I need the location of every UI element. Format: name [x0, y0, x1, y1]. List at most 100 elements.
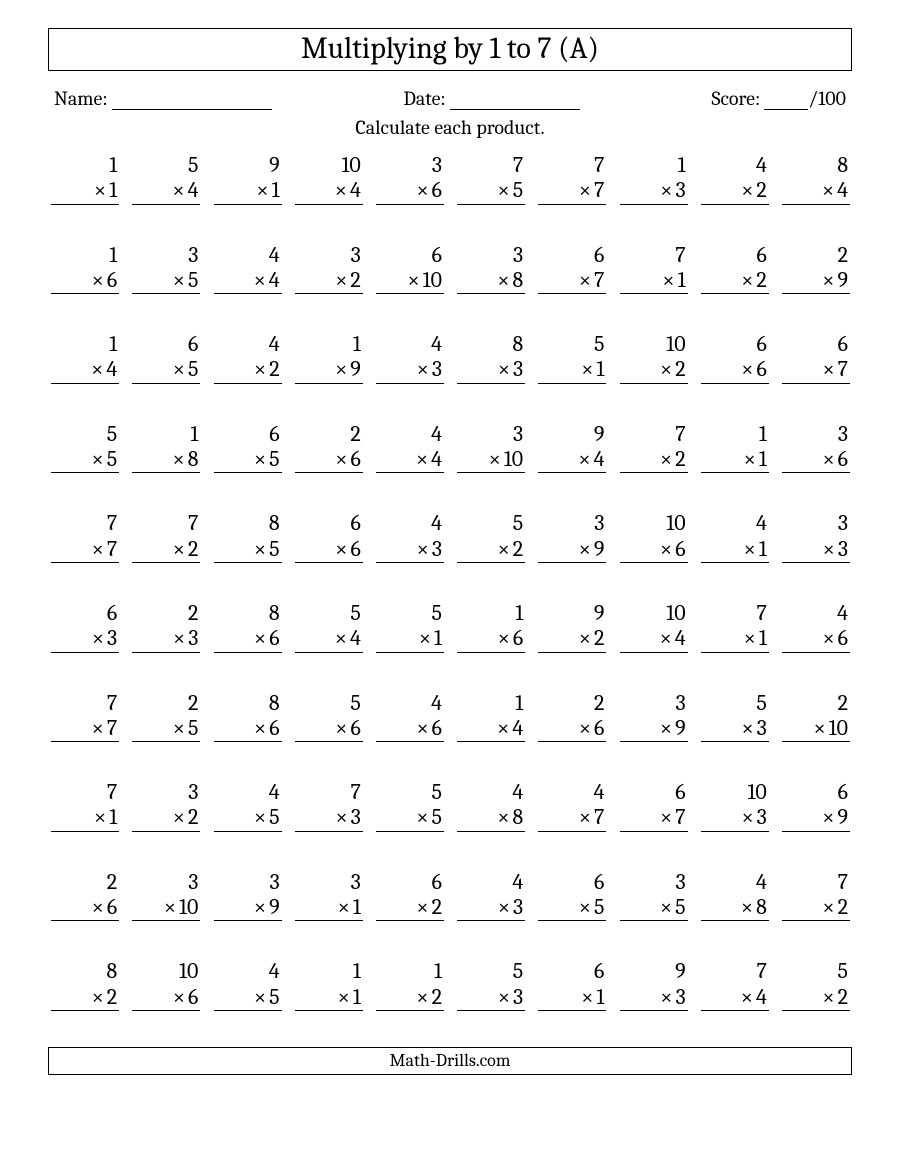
times-symbol: ×: [419, 625, 431, 651]
multiplier: 1: [678, 267, 686, 293]
multiplicand: 5: [350, 691, 362, 716]
score-blank[interactable]: [764, 90, 808, 110]
multiplication-problem: 3×1: [295, 870, 363, 922]
multiplication-problem: 5×2: [782, 959, 850, 1011]
multiplication-problem: 1×1: [295, 959, 363, 1011]
multiplication-problem: 6×5: [214, 422, 282, 474]
multiplier: 1: [109, 804, 117, 830]
multiplier: 2: [513, 536, 523, 562]
times-symbol: ×: [173, 804, 185, 830]
times-symbol: ×: [338, 984, 350, 1010]
multiplication-problem: 3×9: [538, 511, 606, 563]
multiplier: 1: [434, 625, 442, 651]
times-symbol: ×: [498, 625, 510, 651]
times-symbol: ×: [660, 715, 672, 741]
multiplication-problem: 5×2: [457, 511, 525, 563]
multiplier: 1: [353, 984, 361, 1010]
times-symbol: ×: [660, 356, 672, 382]
multiplicand: 7: [675, 422, 687, 447]
multiplier-row: ×2: [376, 985, 444, 1011]
multiplicand: 8: [513, 332, 526, 357]
multiplication-problem: 5×5: [376, 780, 444, 832]
multiplier-row: ×3: [132, 626, 200, 652]
multiplication-problem: 5×4: [295, 601, 363, 653]
multiplicand: 9: [594, 601, 607, 626]
multiplicand: 4: [431, 691, 444, 716]
multiplier-row: ×2: [701, 178, 769, 204]
multiplier-row: ×4: [376, 447, 444, 473]
multiplier-row: ×7: [538, 268, 606, 294]
multiplication-problem: 4×3: [457, 870, 525, 922]
multiplication-problem: 7×7: [51, 511, 119, 563]
multiplier: 3: [838, 536, 848, 562]
multiplier-row: ×6: [457, 626, 525, 652]
multiplicand: 8: [837, 153, 850, 178]
multiplication-problem: 6×10: [376, 243, 444, 295]
multiplication-problem: 1×2: [376, 959, 444, 1011]
multiplier: 6: [269, 715, 279, 741]
multiplier-row: ×3: [782, 537, 850, 563]
times-symbol: ×: [660, 984, 672, 1010]
multiplier: 2: [838, 984, 848, 1010]
multiplication-problem: 6×5: [132, 332, 200, 384]
multiplication-problem: 1×6: [51, 243, 119, 295]
multiplier-row: ×5: [538, 895, 606, 921]
multiplicand: 1: [109, 332, 119, 357]
multiplication-problem: 1×4: [51, 332, 119, 384]
multiplier-row: ×8: [701, 895, 769, 921]
multiplier-row: ×7: [782, 357, 850, 383]
multiplier: 4: [756, 984, 767, 1010]
multiplier-row: ×6: [214, 716, 282, 742]
multiplicand: 1: [515, 601, 525, 626]
times-symbol: ×: [822, 177, 834, 203]
times-symbol: ×: [254, 625, 266, 651]
multiplier-row: ×2: [457, 537, 525, 563]
date-blank[interactable]: [450, 90, 580, 110]
multiplier: 4: [594, 446, 605, 472]
multiplication-problem: 4×7: [538, 780, 606, 832]
times-symbol: ×: [498, 536, 510, 562]
multiplier: 6: [675, 536, 685, 562]
multiplication-problem: 7×5: [457, 153, 525, 205]
multiplier-row: ×3: [620, 178, 688, 204]
multiplicand: 6: [432, 870, 444, 895]
multiplication-problem: 10×3: [701, 780, 769, 832]
multiplier-row: ×1: [214, 178, 282, 204]
name-blank[interactable]: [112, 90, 272, 110]
multiplier-row: ×2: [538, 626, 606, 652]
multiplicand: 10: [747, 780, 768, 805]
multiplier-row: ×4: [214, 268, 282, 294]
times-symbol: ×: [489, 446, 501, 472]
multiplicand: 7: [188, 511, 200, 536]
multiplier-row: ×9: [782, 268, 850, 294]
multiplier: 8: [513, 267, 524, 293]
multiplication-problem: 3×6: [376, 153, 444, 205]
multiplier: 5: [269, 446, 279, 472]
multiplier-row: ×7: [620, 805, 688, 831]
multiplier: 3: [513, 356, 523, 382]
multiplicand: 4: [269, 780, 282, 805]
multiplier-row: ×4: [782, 178, 850, 204]
times-symbol: ×: [338, 894, 350, 920]
times-symbol: ×: [254, 446, 266, 472]
times-symbol: ×: [741, 984, 753, 1010]
multiplier-row: ×10: [132, 895, 200, 921]
multiplicand: 6: [756, 332, 768, 357]
multiplicand: 10: [666, 332, 687, 357]
multiplier: 5: [269, 536, 279, 562]
times-symbol: ×: [660, 177, 672, 203]
multiplicand: 4: [269, 332, 282, 357]
multiplicand: 3: [351, 870, 363, 895]
multiplicand: 1: [515, 691, 525, 716]
multiplication-problem: 6×6: [295, 511, 363, 563]
times-symbol: ×: [822, 804, 834, 830]
multiplier: 4: [512, 715, 523, 741]
times-symbol: ×: [741, 894, 753, 920]
multiplication-problem: 8×5: [214, 511, 282, 563]
multiplier-row: ×6: [376, 716, 444, 742]
multiplier: 1: [353, 894, 361, 920]
multiplier-row: ×6: [132, 985, 200, 1011]
multiplier-row: ×10: [782, 716, 850, 742]
multiplier-row: ×2: [295, 268, 363, 294]
times-symbol: ×: [92, 984, 104, 1010]
